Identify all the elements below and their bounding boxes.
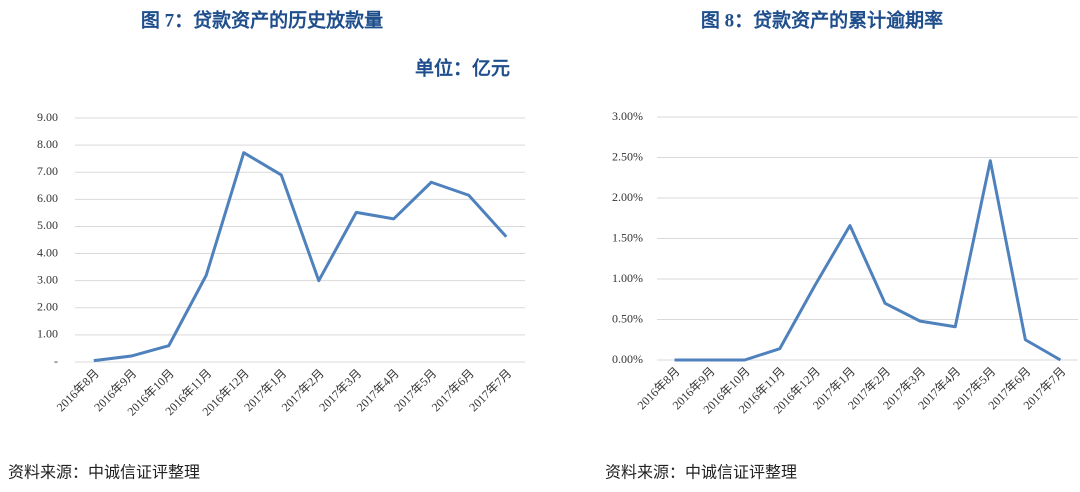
data-line (674, 159, 1062, 362)
y-tick-label: 2.00% (612, 190, 643, 204)
y-tick-label: 2.00 (37, 300, 58, 314)
y-tick-label: 0.00% (612, 352, 643, 366)
source-note: 资料来源：中诚信证评整理 (605, 464, 797, 482)
y-tick-label: 9.00 (37, 110, 58, 124)
chart-title: 图 7：贷款资产的历史放款量 (141, 8, 383, 31)
data-line (93, 151, 508, 363)
y-tick-label: 3.00% (612, 109, 643, 123)
y-tick-label: 2.50% (612, 149, 643, 163)
y-tick-label: 8.00 (37, 137, 58, 151)
chart-title: 图 8：贷款资产的累计逾期率 (701, 8, 943, 31)
y-tick-label: 5.00 (37, 218, 58, 232)
y-tick-label: 0.50% (612, 311, 643, 325)
source-note: 资料来源：中诚信证评整理 (8, 464, 200, 482)
y-tick-label: 1.50% (612, 230, 643, 244)
y-tick-label: 1.00% (612, 271, 643, 285)
y-tick-label: 6.00 (37, 191, 58, 205)
unit-label: 单位：亿元 (415, 56, 510, 79)
y-tick-label: 1.00 (37, 327, 58, 341)
y-tick-label: 7.00 (37, 164, 58, 178)
y-tick-label: 4.00 (37, 245, 58, 259)
y-tick-label: - (54, 354, 58, 368)
y-tick-label: 3.00 (37, 272, 58, 286)
